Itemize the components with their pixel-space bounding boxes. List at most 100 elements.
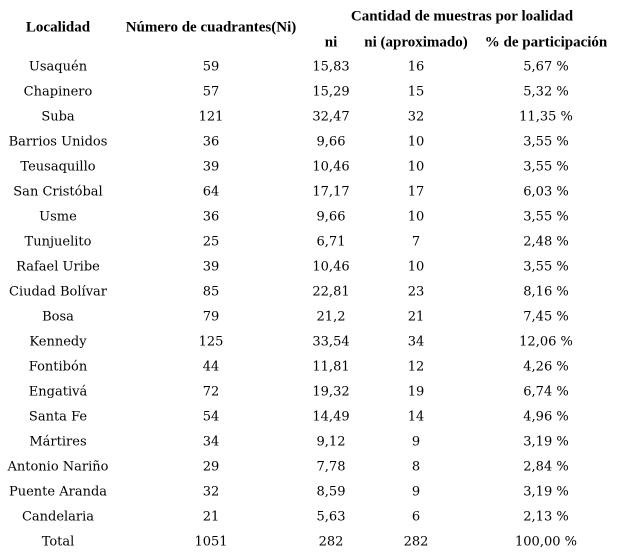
cell-value: 9 bbox=[411, 484, 421, 500]
row-label: Chapinero bbox=[23, 84, 93, 100]
cell-value: 9,66 bbox=[316, 134, 346, 150]
cell-value: 5,63 bbox=[316, 509, 346, 525]
row-label: Kennedy bbox=[29, 334, 87, 350]
cell-value: 39 bbox=[202, 259, 220, 275]
cell-value: 12 bbox=[407, 359, 425, 375]
cell-value: 21,2 bbox=[316, 309, 346, 325]
cell-value: 6,74 % bbox=[523, 384, 569, 400]
column-header: ni (aproximado) bbox=[364, 34, 468, 51]
cell-value: 17 bbox=[407, 184, 425, 200]
cell-value: 100,00 % bbox=[515, 534, 577, 550]
cell-value: 2,13 % bbox=[523, 509, 569, 525]
cell-value: 44 bbox=[202, 359, 220, 375]
cell-value: 3,55 % bbox=[523, 209, 569, 225]
cell-value: 72 bbox=[202, 384, 220, 400]
cell-value: 1051 bbox=[194, 534, 228, 550]
cell-value: 2,48 % bbox=[523, 234, 569, 250]
row-label: Engativá bbox=[28, 384, 88, 400]
cell-value: 4,26 % bbox=[523, 359, 569, 375]
cell-value: 6,71 bbox=[316, 234, 346, 250]
cell-value: 15,83 bbox=[312, 59, 350, 75]
cell-value: 19 bbox=[407, 384, 425, 400]
column-header: % de participación bbox=[484, 34, 608, 51]
cell-value: 54 bbox=[202, 409, 220, 425]
cell-value: 34 bbox=[202, 434, 220, 450]
cell-value: 39 bbox=[202, 159, 220, 175]
cell-value: 9,66 bbox=[316, 209, 346, 225]
cell-value: 32 bbox=[407, 109, 425, 125]
cell-value: 14,49 bbox=[312, 409, 350, 425]
row-label: San Cristóbal bbox=[13, 184, 103, 200]
row-label: Fontibón bbox=[28, 359, 88, 375]
cell-value: 282 bbox=[318, 534, 344, 550]
cell-value: 9 bbox=[411, 434, 421, 450]
cell-value: 21 bbox=[407, 309, 425, 325]
column-header: Número de cuadrantes(Ni) bbox=[125, 19, 297, 36]
cell-value: 3,55 % bbox=[523, 259, 569, 275]
row-label: Ciudad Bolívar bbox=[8, 284, 108, 300]
cell-value: 64 bbox=[202, 184, 220, 200]
row-label: Teusaquillo bbox=[20, 159, 96, 175]
cell-value: 3,19 % bbox=[523, 484, 569, 500]
cell-value: 3,55 % bbox=[523, 159, 569, 175]
cell-value: 32 bbox=[202, 484, 220, 500]
cell-value: 8,59 bbox=[316, 484, 346, 500]
cell-value: 10 bbox=[407, 209, 425, 225]
cell-value: 15,29 bbox=[312, 84, 350, 100]
group-header: Cantidad de muestras por loalidad bbox=[350, 8, 574, 25]
cell-value: 17,17 bbox=[312, 184, 350, 200]
cell-value: 7,45 % bbox=[523, 309, 569, 325]
cell-value: 12,06 % bbox=[519, 334, 573, 350]
row-label: Bosa bbox=[42, 309, 74, 325]
cell-value: 10 bbox=[407, 159, 425, 175]
row-label: Barrios Unidos bbox=[8, 134, 108, 150]
row-label: Usaquén bbox=[28, 59, 88, 75]
cell-value: 23 bbox=[407, 284, 425, 300]
cell-value: 3,55 % bbox=[523, 134, 569, 150]
cell-value: 282 bbox=[403, 534, 429, 550]
row-label: Total bbox=[41, 534, 75, 550]
cell-value: 34 bbox=[407, 334, 425, 350]
cell-value: 25 bbox=[202, 234, 220, 250]
column-header: ni bbox=[324, 34, 338, 51]
cell-value: 5,67 % bbox=[523, 59, 569, 75]
cell-value: 10 bbox=[407, 134, 425, 150]
row-label: Puente Aranda bbox=[8, 484, 108, 500]
cell-value: 15 bbox=[407, 84, 425, 100]
cell-value: 2,84 % bbox=[523, 459, 569, 475]
cell-value: 32,47 bbox=[312, 109, 350, 125]
row-label: Antonio Nariño bbox=[7, 459, 109, 475]
cell-value: 57 bbox=[202, 84, 220, 100]
row-label: Usme bbox=[39, 209, 77, 225]
row-label: Suba bbox=[41, 109, 75, 125]
cell-value: 59 bbox=[202, 59, 220, 75]
column-header: Localidad bbox=[25, 19, 91, 36]
cell-value: 79 bbox=[202, 309, 220, 325]
cell-value: 9,12 bbox=[316, 434, 346, 450]
cell-value: 4,96 % bbox=[523, 409, 569, 425]
cell-value: 36 bbox=[202, 134, 220, 150]
cell-value: 21 bbox=[202, 509, 220, 525]
row-label: Rafael Uribe bbox=[16, 259, 100, 275]
cell-value: 14 bbox=[407, 409, 425, 425]
cell-value: 33,54 bbox=[312, 334, 350, 350]
cell-value: 11,81 bbox=[312, 359, 350, 375]
cell-value: 85 bbox=[202, 284, 220, 300]
cell-value: 19,32 bbox=[312, 384, 350, 400]
cell-value: 16 bbox=[407, 59, 425, 75]
cell-value: 29 bbox=[202, 459, 220, 475]
cell-value: 7,78 bbox=[316, 459, 346, 475]
cell-value: 121 bbox=[198, 109, 224, 125]
cell-value: 8 bbox=[411, 459, 421, 475]
cell-value: 3,19 % bbox=[523, 434, 569, 450]
row-label: Candelaria bbox=[21, 509, 95, 525]
cell-value: 7 bbox=[411, 234, 421, 250]
cell-value: 6 bbox=[411, 509, 421, 525]
cell-value: 11,35 % bbox=[519, 109, 573, 125]
cell-value: 5,32 % bbox=[523, 84, 569, 100]
cell-value: 125 bbox=[198, 334, 224, 350]
row-label: Mártires bbox=[29, 434, 87, 450]
cell-value: 8,16 % bbox=[523, 284, 569, 300]
cell-value: 10,46 bbox=[312, 159, 350, 175]
